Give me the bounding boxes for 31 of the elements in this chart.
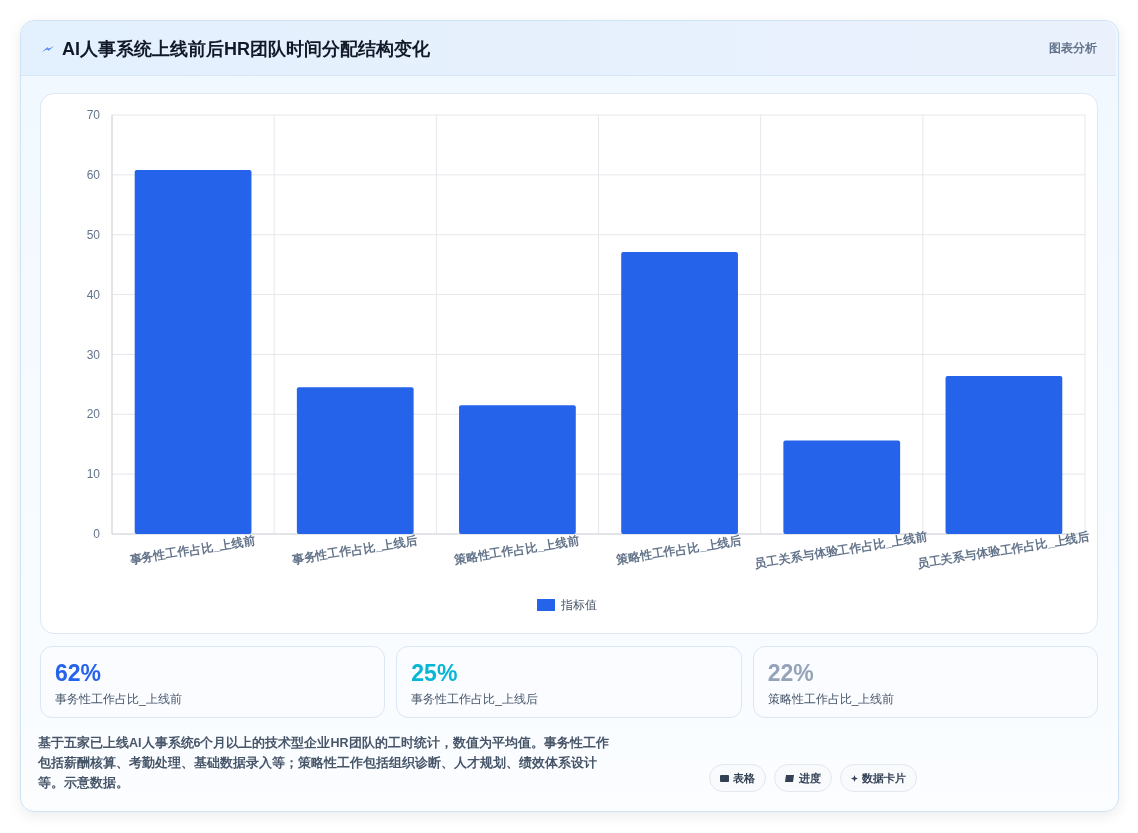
legend-label: 指标值	[560, 598, 597, 613]
bar	[296, 387, 414, 534]
text: 事务性工作占比_上线后	[411, 691, 539, 708]
x-tick-label: 策略性工作占比_上线后	[614, 533, 743, 568]
x-tick-label: 事务性工作占比_上线后	[289, 533, 419, 568]
bar	[459, 405, 576, 534]
text: 策略性工作占比_上线前	[767, 691, 896, 708]
y-tick-label: 70	[86, 108, 101, 123]
chart-title: AI人事系统上线前后HR团队时间分配结构变化	[62, 38, 430, 61]
x-tick-label: 事务性工作占比_上线前	[127, 533, 257, 568]
y-tick-label: 40	[86, 287, 101, 302]
y-tick-label: 0	[93, 527, 101, 542]
y-tick-label: 60	[86, 168, 101, 183]
y-tick-label: 20	[86, 407, 101, 422]
text: 图表分析	[1049, 40, 1097, 57]
text: 62%	[55, 659, 103, 687]
text: 22%	[767, 659, 815, 687]
bar	[621, 252, 738, 534]
y-tick-label: 30	[86, 347, 101, 362]
text: 数据卡片	[862, 770, 906, 786]
x-tick-label: 策略性工作占比_上线前	[452, 533, 581, 568]
bar	[783, 440, 901, 534]
text: 25%	[411, 659, 459, 687]
text: 表格	[733, 770, 755, 786]
text: 进度	[799, 770, 821, 786]
text: 事务性工作占比_上线前	[55, 691, 183, 708]
y-tick-label: 10	[86, 467, 101, 482]
bar	[945, 375, 1063, 534]
text: 基于五家已上线AI人事系统6个月以上的技术型企业HR团队的工时统计，数值为平均值。事务性工作包括薪酬核算、考勤处理、基础数据录入等；策略性工作包括组织诊断、人才规划、绩效体系设计等。示意数据。	[38, 734, 610, 792]
bar	[134, 170, 252, 534]
y-tick-label: 50	[86, 227, 101, 242]
